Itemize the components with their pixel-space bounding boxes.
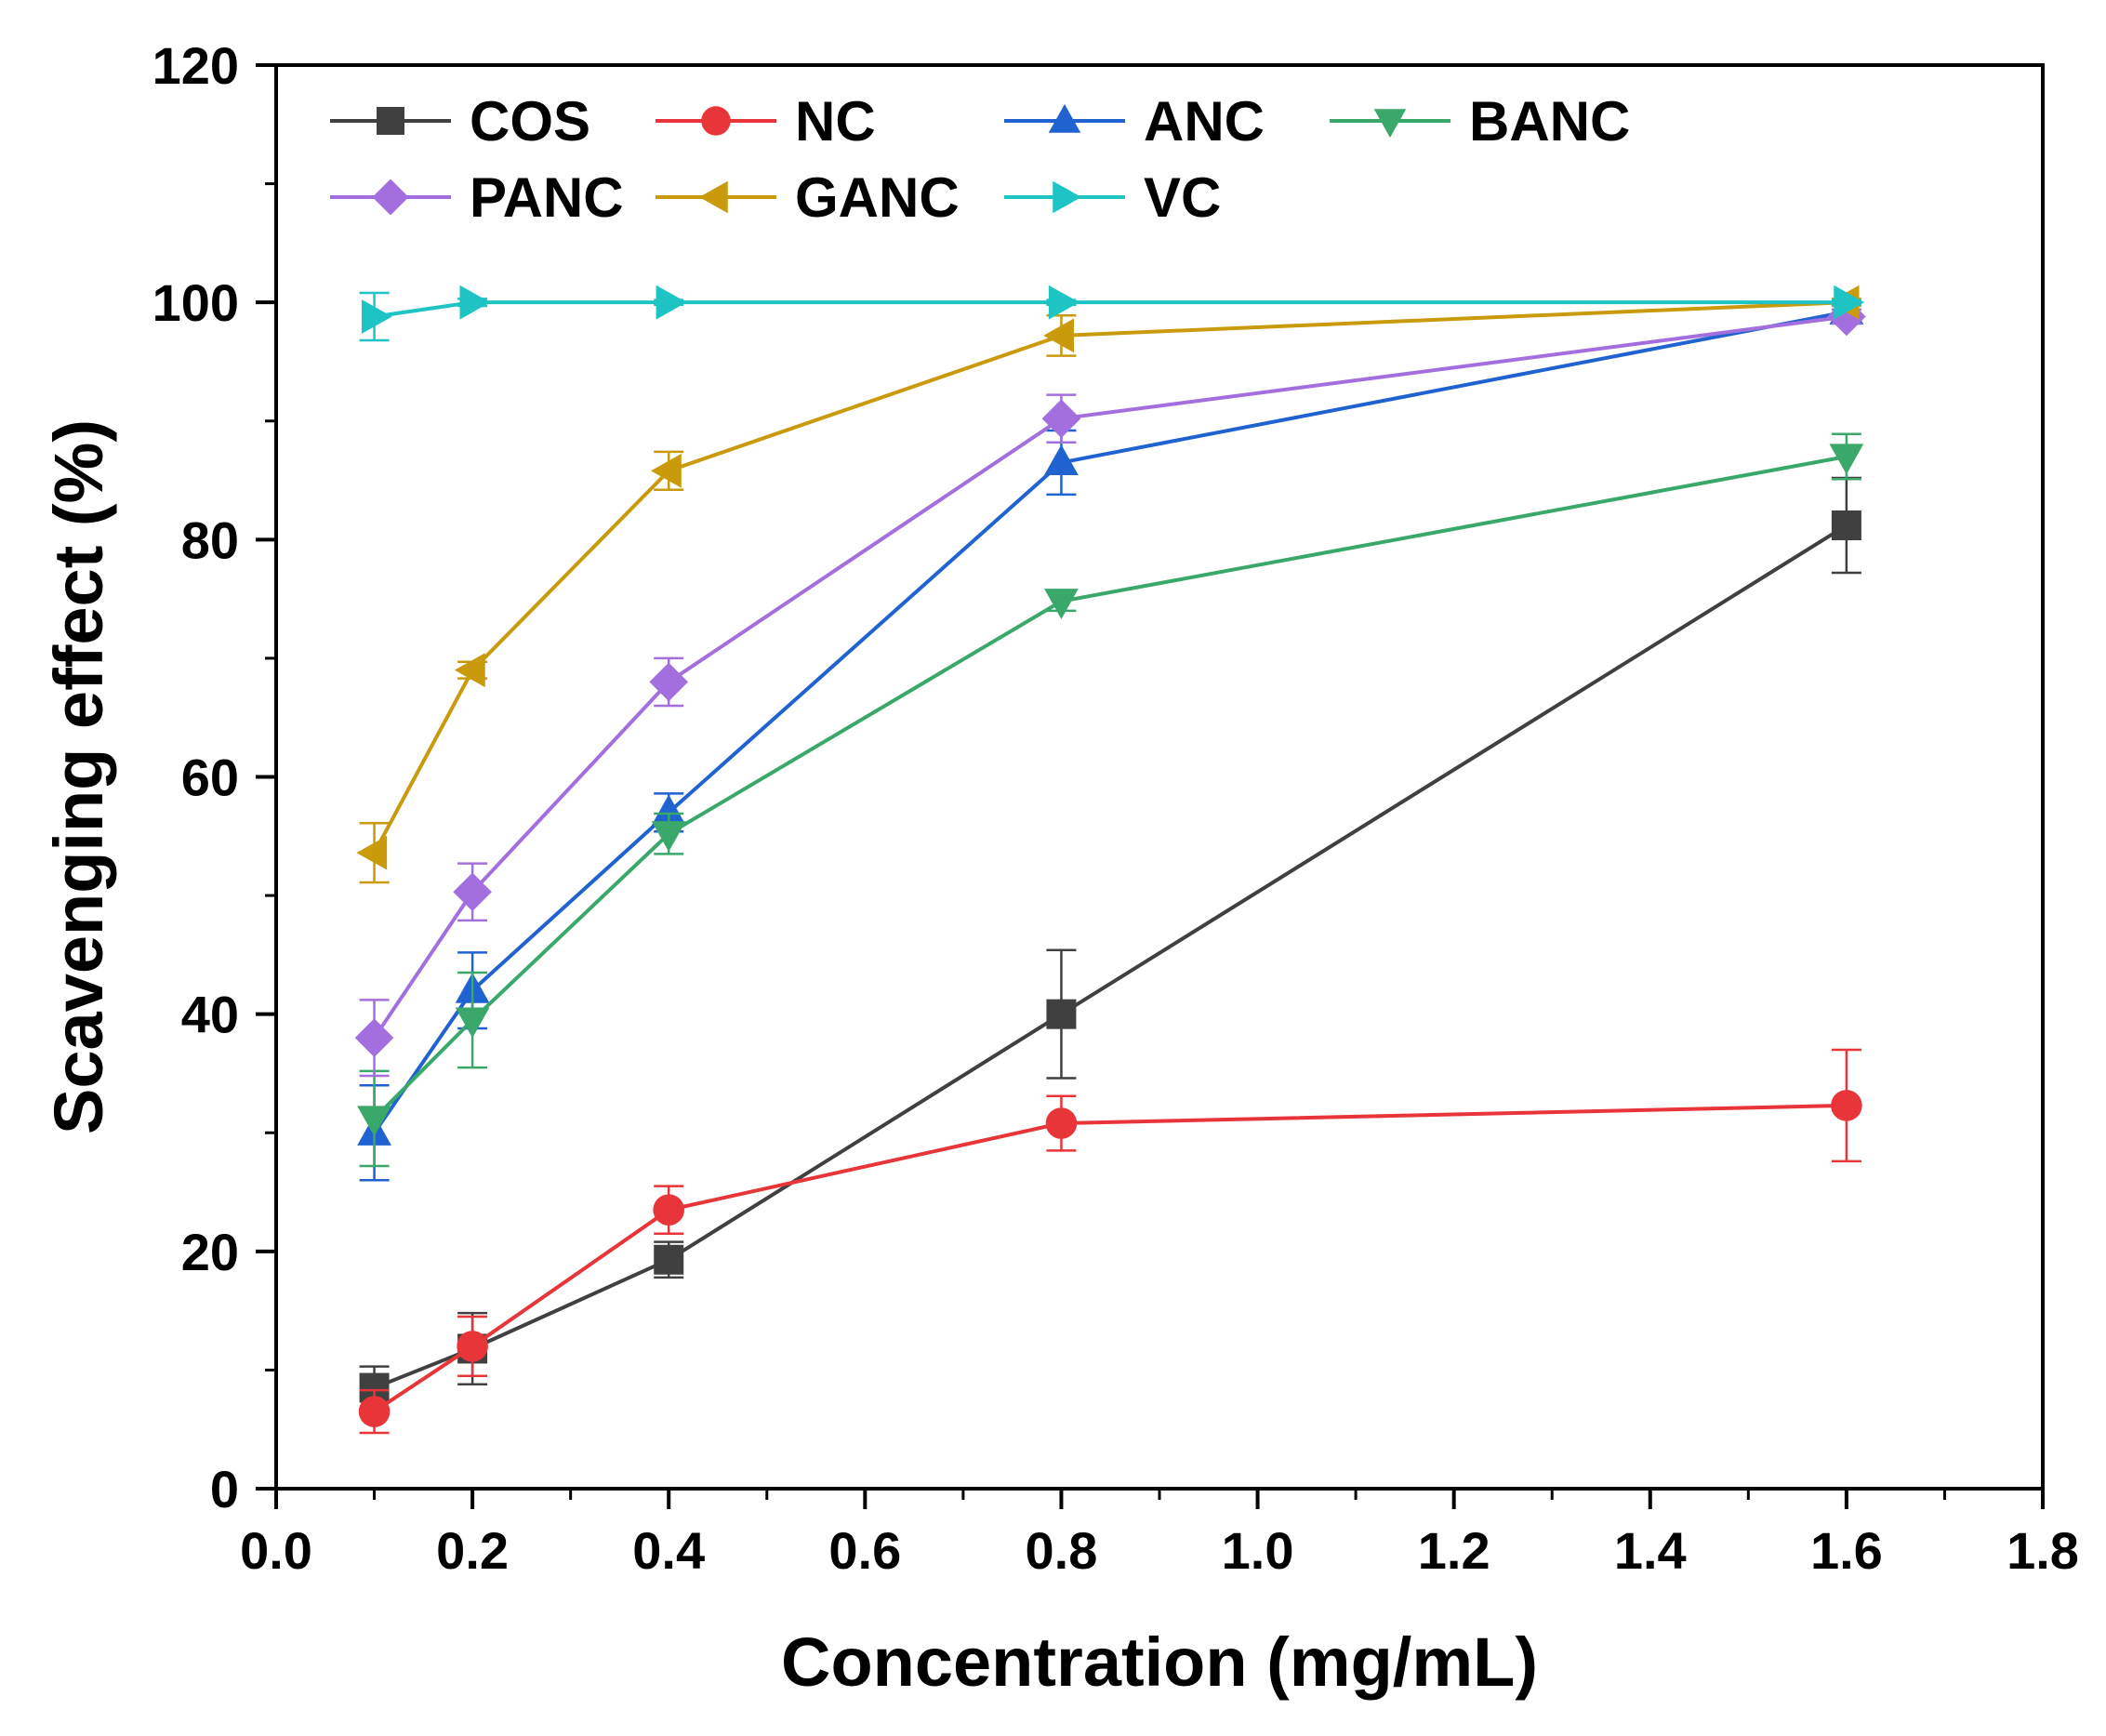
series-nc [358, 1048, 1862, 1435]
series-anc [357, 294, 1864, 1182]
y-tick-label: 0 [210, 1460, 239, 1518]
data-point [1043, 318, 1075, 353]
y-tick-label: 80 [181, 510, 239, 569]
series-line [372, 300, 1847, 855]
x-tick-label: 1.6 [1810, 1521, 1883, 1580]
series-vc [359, 285, 1865, 342]
legend-marker [372, 179, 409, 216]
x-tick-label: 0.4 [632, 1521, 705, 1580]
legend-label: VC [1144, 166, 1221, 229]
legend: COS NC ANC BANC PANC GANC VC [330, 90, 1630, 229]
legend-marker [1053, 180, 1081, 214]
legend-item-vc: VC [1004, 166, 1221, 229]
data-point [1831, 1090, 1862, 1121]
x-tick-label: 1.8 [2007, 1521, 2079, 1580]
data-point [1044, 589, 1079, 619]
x-tick-label: 1.4 [1614, 1521, 1687, 1580]
series-line [372, 314, 1848, 1040]
y-axis-title: Scavenging effect (%) [40, 419, 117, 1134]
data-point [1045, 1107, 1078, 1139]
data-point [358, 1396, 391, 1427]
legend-marker [377, 107, 404, 135]
y-tick-label: 100 [152, 273, 239, 332]
legend-item-nc: NC [656, 90, 876, 152]
data-point [459, 285, 491, 320]
legend-item-panc: PANC [330, 166, 624, 229]
data-point [656, 285, 687, 320]
data-point [649, 662, 689, 702]
x-tick-label: 0.0 [240, 1521, 312, 1580]
y-tick-label: 20 [181, 1223, 239, 1281]
data-point [651, 453, 682, 488]
series-line [372, 310, 1848, 1134]
legend-label: COS [470, 90, 590, 152]
legend-label: PANC [470, 166, 624, 229]
data-point [1834, 285, 1865, 320]
series-line [373, 523, 1848, 1390]
legend-item-ganc: GANC [656, 166, 960, 229]
data-point [1046, 999, 1077, 1029]
data-point [453, 872, 492, 912]
legend-marker [701, 106, 731, 136]
y-tick-label: 40 [181, 986, 239, 1044]
data-point [651, 794, 686, 826]
legend-label: BANC [1469, 90, 1630, 152]
data-point [354, 1018, 394, 1057]
data-point [357, 1106, 391, 1137]
data-point [454, 653, 485, 688]
legend-label: ANC [1144, 90, 1265, 152]
data-point [1041, 399, 1081, 438]
x-tick-label: 1.2 [1418, 1521, 1490, 1580]
data-point [1044, 444, 1079, 476]
legend-marker [1373, 109, 1407, 138]
data-point [1831, 510, 1861, 541]
data-point [651, 821, 686, 852]
plot-frame [274, 63, 2045, 1491]
x-axis-title: Concentration (mg/mL) [781, 1623, 1538, 1701]
series-line [373, 455, 1848, 1120]
y-tick-label: 60 [181, 749, 239, 807]
series-ganc [356, 285, 1861, 884]
data-point [1829, 444, 1864, 475]
legend-item-anc: ANC [1004, 90, 1265, 152]
legend-item-banc: BANC [1330, 90, 1630, 152]
data-point [455, 1007, 490, 1039]
data-point [1048, 285, 1079, 320]
data-point [361, 299, 392, 334]
x-tick-label: 0.8 [1026, 1521, 1098, 1580]
series-line [374, 300, 1847, 319]
data-point [457, 1331, 488, 1362]
data-point [356, 835, 388, 870]
axes-layer: 0.0 0.2 0.4 0.6 0.8 1.0 1.2 1.4 1.6 1.8 0 20 40 60 80 1… [152, 36, 2079, 1580]
legend-marker [699, 180, 728, 214]
legend-item-cos: COS [330, 90, 590, 152]
legend-label: GANC [795, 166, 960, 229]
series-panc [354, 297, 1866, 1078]
legend-marker [1048, 104, 1081, 133]
series-layer [354, 285, 1866, 1435]
data-point [654, 1244, 684, 1275]
x-tick-label: 1.0 [1222, 1521, 1294, 1580]
y-tick-label: 120 [152, 36, 239, 95]
x-tick-label: 0.6 [828, 1521, 901, 1580]
data-point [653, 1194, 685, 1226]
x-tick-label: 0.2 [436, 1521, 509, 1580]
legend-label: NC [795, 90, 876, 152]
series-line [373, 1103, 1847, 1413]
series-banc [357, 432, 1864, 1168]
series-cos [359, 476, 1861, 1411]
